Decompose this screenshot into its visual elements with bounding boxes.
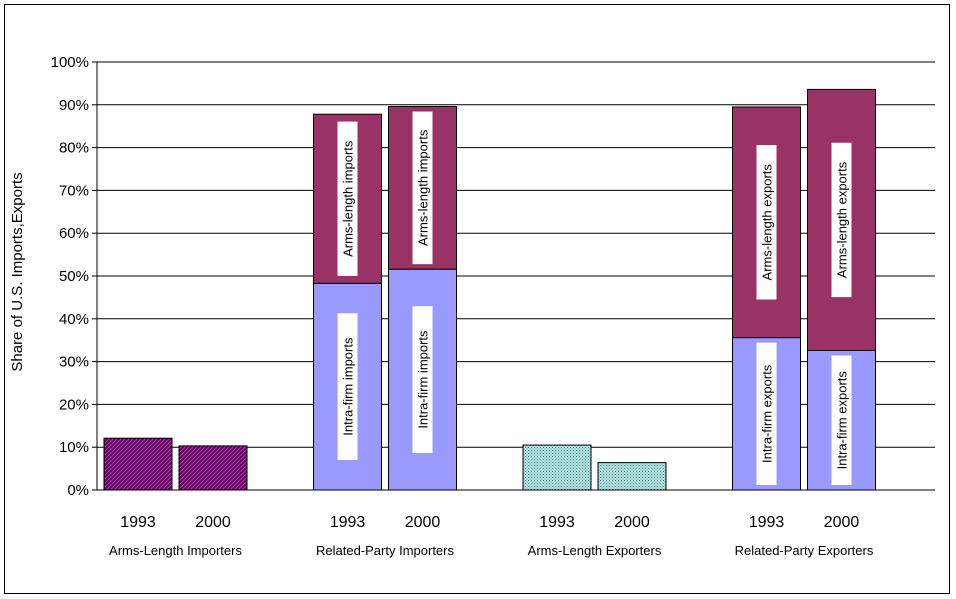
y-tick-label: 40% bbox=[59, 311, 89, 328]
x-year-label: 2000 bbox=[614, 514, 650, 531]
x-year-label: 2000 bbox=[195, 514, 231, 531]
bar bbox=[103, 437, 173, 491]
x-year-label: 1993 bbox=[120, 514, 156, 531]
segment-label: Arms-length exports bbox=[760, 164, 775, 281]
y-tick-label: 50% bbox=[59, 268, 89, 285]
segment-label: Intra-firm exports bbox=[760, 364, 775, 463]
segment-label-box bbox=[831, 355, 852, 485]
segment-label: Arms-length exports bbox=[835, 161, 850, 278]
x-year-label: 2000 bbox=[405, 514, 441, 531]
bar bbox=[522, 444, 592, 491]
x-axis-labels: 1993 2000 Arms-Length Importers 1993 2000 Rel… bbox=[109, 514, 874, 558]
segment-label: Intra-firm exports bbox=[835, 371, 850, 470]
x-group-label: Arms-Length Exporters bbox=[528, 543, 662, 558]
y-tick-label: 90% bbox=[59, 97, 89, 114]
x-group-label: Arms-Length Importers bbox=[109, 543, 242, 558]
y-tick-label: 10% bbox=[59, 439, 89, 456]
segment-label-box bbox=[337, 313, 358, 461]
segment-label: Intra-firm imports bbox=[341, 337, 356, 436]
x-year-label: 1993 bbox=[539, 514, 575, 531]
segment-label-box bbox=[337, 121, 358, 276]
y-tick-label: 0% bbox=[67, 482, 89, 499]
bar bbox=[597, 462, 667, 491]
y-tick-label: 70% bbox=[59, 182, 89, 199]
segment-label-box bbox=[412, 111, 433, 265]
y-tick-label: 80% bbox=[59, 140, 89, 157]
x-year-label: 2000 bbox=[824, 514, 860, 531]
segment-label-box bbox=[412, 306, 433, 453]
segment-label: Arms-length imports bbox=[416, 129, 431, 246]
y-tick-label: 100% bbox=[51, 54, 89, 71]
x-year-label: 1993 bbox=[330, 514, 366, 531]
y-tick-label: 60% bbox=[59, 225, 89, 242]
x-group-label: Related-Party Exporters bbox=[735, 543, 874, 558]
y-tick-label: 30% bbox=[59, 354, 89, 371]
x-group-label: Related-Party Importers bbox=[316, 543, 454, 558]
x-year-label: 1993 bbox=[749, 514, 785, 531]
bars: Intra-firm imports Arms-length imports Int… bbox=[103, 88, 876, 491]
y-axis-title: Share of U.S. Imports,Exports bbox=[9, 172, 26, 371]
y-tick-label: 20% bbox=[59, 396, 89, 413]
segment-label-box bbox=[756, 145, 777, 300]
segment-label-box bbox=[756, 342, 777, 485]
bar bbox=[178, 445, 248, 491]
segment-label: Arms-length imports bbox=[341, 140, 356, 257]
segment-label-box bbox=[831, 142, 852, 298]
segment-label: Intra-firm imports bbox=[416, 330, 431, 429]
